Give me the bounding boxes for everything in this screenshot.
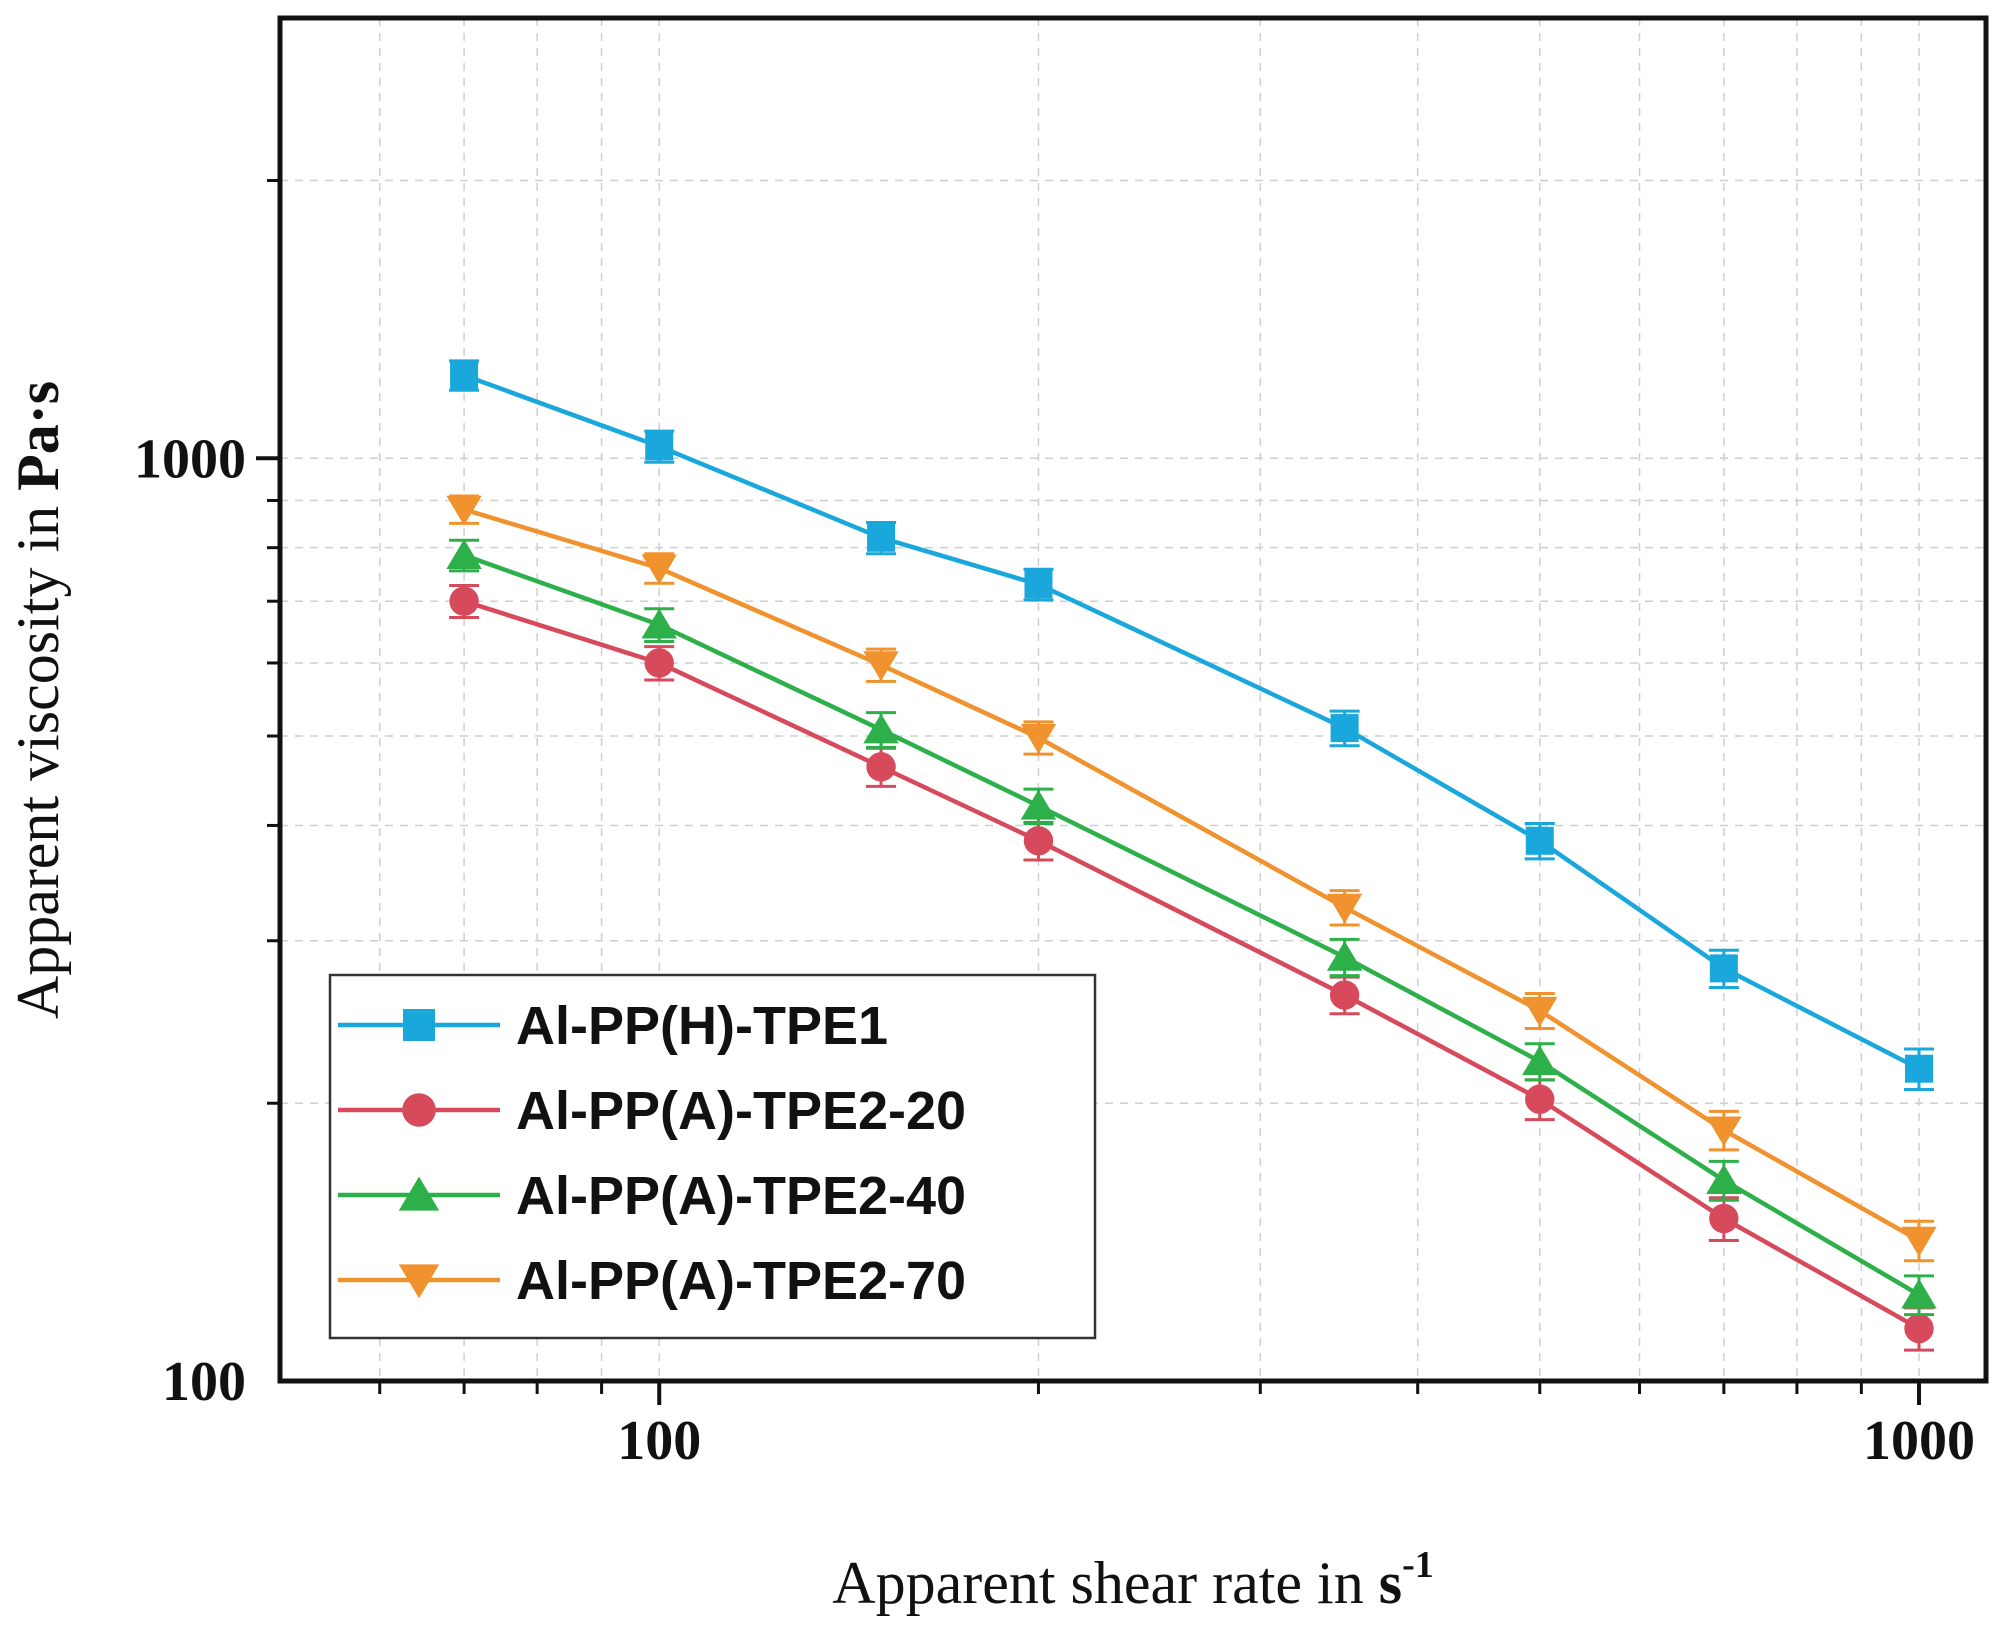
- data-point: [1522, 996, 1558, 1027]
- series-1: [449, 359, 1934, 1091]
- x-tick-label: 100: [617, 1410, 701, 1472]
- data-point: [1522, 1045, 1558, 1076]
- data-point: [645, 432, 674, 461]
- x-axis-title-unit: s: [1379, 1550, 1402, 1616]
- x-tick-label: 1000: [1863, 1410, 1975, 1472]
- data-point: [446, 539, 482, 569]
- legend: Al-PP(H)-TPE1 Al-PP(A)-TPE2-20 Al-PP(A)-TP…: [328, 973, 1097, 1340]
- data-point: [446, 495, 482, 526]
- legend-swatch-marker: [398, 1176, 440, 1211]
- y-axis-title-unit: Pa·s: [5, 381, 71, 491]
- data-point: [1706, 1164, 1742, 1195]
- series-line: [463, 553, 1921, 1297]
- series-line: [463, 599, 1921, 1331]
- legend-swatch-marker: [398, 1264, 440, 1299]
- plot-frame: [277, 15, 1989, 1384]
- series-4: [446, 494, 1937, 1263]
- data-point: [1709, 1203, 1739, 1234]
- data-point: [1020, 789, 1057, 820]
- legend-label: Al-PP(H)-TPE1: [516, 996, 888, 1056]
- legend-label: Al-PP(A)-TPE2-70: [516, 1251, 966, 1311]
- data-point: [644, 648, 674, 678]
- grid: [280, 18, 1986, 1381]
- data-point: [1901, 1226, 1937, 1257]
- data-point: [1020, 723, 1057, 754]
- legend-swatch-marker: [402, 1093, 436, 1127]
- series-line: [463, 507, 1921, 1243]
- legend-box: [328, 973, 1097, 1340]
- data-point: [450, 361, 479, 390]
- data-point: [866, 752, 896, 782]
- legend-entry-1: Al-PP(H)-TPE1: [338, 996, 888, 1056]
- tick-labels: 100 1000 100 1000: [134, 428, 1975, 1472]
- data-point: [1525, 1084, 1555, 1114]
- legend-label: Al-PP(A)-TPE2-40: [516, 1166, 966, 1226]
- data-point: [1905, 1054, 1933, 1083]
- data-point: [641, 554, 677, 585]
- y-axis-title: Apparent viscosity in Pa·s: [5, 381, 71, 1019]
- data-point: [1024, 570, 1053, 599]
- data-point: [1326, 940, 1363, 971]
- ticks: [256, 178, 1921, 1405]
- data-point: [1525, 826, 1554, 855]
- series-layer: [446, 359, 1937, 1352]
- data-point: [1330, 714, 1359, 743]
- data-point: [1326, 893, 1363, 924]
- x-axis-title-prefix: Apparent shear rate in: [832, 1550, 1378, 1616]
- legend-label: Al-PP(A)-TPE2-20: [516, 1081, 966, 1141]
- data-point: [863, 713, 899, 744]
- x-axis-title: Apparent shear rate in s-1: [832, 1544, 1433, 1616]
- data-point: [1023, 826, 1054, 856]
- legend-entry-4: Al-PP(A)-TPE2-70: [338, 1251, 966, 1311]
- data-point: [1709, 954, 1738, 983]
- data-point: [1904, 1313, 1934, 1344]
- legend-entry-3: Al-PP(A)-TPE2-40: [338, 1166, 966, 1226]
- data-point: [1329, 980, 1360, 1010]
- x-axis-title-unit-sup: -1: [1402, 1544, 1434, 1586]
- y-axis-title-prefix: Apparent viscosity in: [5, 491, 71, 1019]
- data-point: [1706, 1116, 1742, 1147]
- legend-swatch-marker: [403, 1009, 435, 1041]
- data-point: [863, 651, 899, 682]
- data-point: [641, 608, 677, 639]
- data-point: [867, 523, 896, 552]
- data-point: [1901, 1278, 1937, 1309]
- series-3: [446, 538, 1937, 1317]
- y-tick-label: 100: [162, 1351, 246, 1413]
- y-tick-label: 1000: [134, 428, 246, 490]
- series-line: [463, 373, 1921, 1071]
- data-point: [449, 586, 479, 616]
- legend-entry-2: Al-PP(A)-TPE2-20: [338, 1081, 966, 1141]
